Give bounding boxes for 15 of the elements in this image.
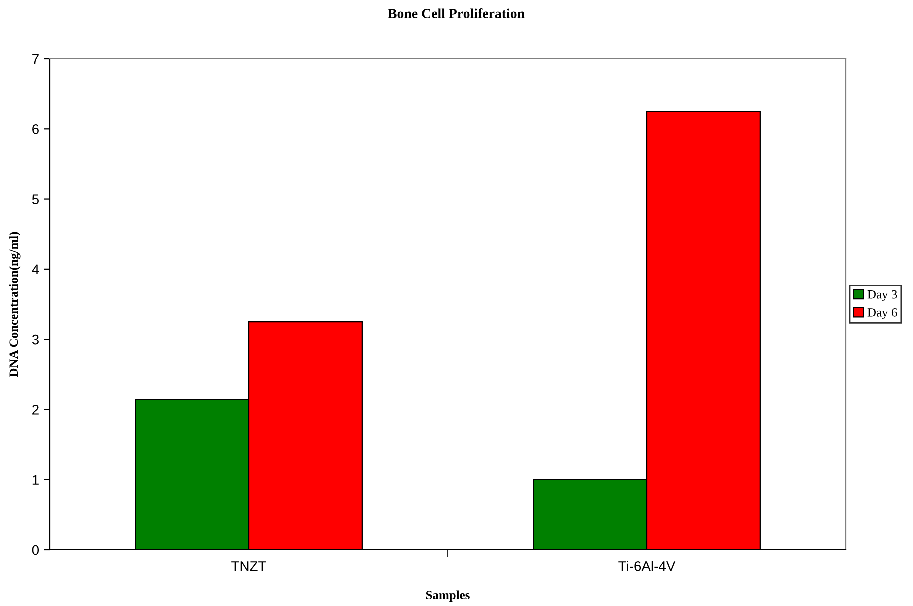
legend-label: Day 6 (868, 308, 898, 320)
legend-label: Day 3 (868, 290, 898, 302)
y-tick-label: 1 (32, 475, 39, 485)
y-tick-label: 5 (32, 194, 39, 204)
x-tick-label: Ti-6Al-4V (618, 561, 676, 572)
y-tick-label: 6 (32, 124, 39, 134)
x-tick-label: TNZT (232, 562, 266, 572)
y-tick-label: 2 (32, 405, 39, 415)
chart-title: Bone Cell Proliferation (388, 8, 525, 18)
x-axis-title: Samples (426, 590, 470, 602)
y-tick-label: 4 (32, 264, 40, 274)
y-tick-label: 3 (32, 334, 39, 345)
y-axis-title: DNA Concentration(ng/ml) (9, 232, 21, 378)
y-tick-label: 0 (32, 545, 40, 556)
y-tick-label: 7 (32, 54, 39, 64)
